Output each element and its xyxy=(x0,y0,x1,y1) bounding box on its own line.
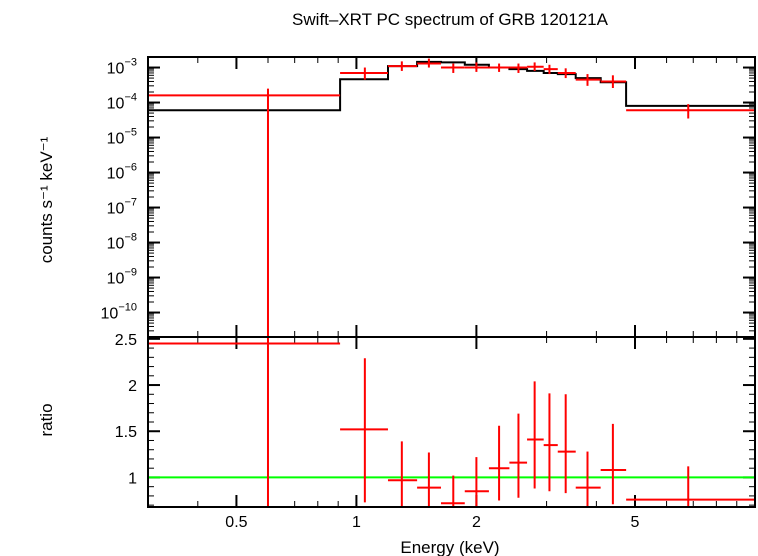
y-tick-label: 10−3 xyxy=(107,57,137,78)
ratio-data-point xyxy=(148,337,341,507)
bottom-panel-frame xyxy=(147,336,756,508)
ratio-data-point xyxy=(340,358,388,503)
y-tick-label: 10−10 xyxy=(101,302,137,323)
spectrum-data-point xyxy=(148,88,341,337)
spectrum-data-point xyxy=(575,74,601,86)
y-tick-label: 10−7 xyxy=(107,197,137,218)
ratio-data-point xyxy=(464,457,489,507)
spectrum-data-point xyxy=(527,62,544,71)
spectrum-data-point xyxy=(626,104,755,119)
spectrum-data-point xyxy=(488,63,510,72)
spectrum-data-point xyxy=(387,61,418,71)
x-tick-label: 5 xyxy=(631,514,640,531)
chart-title: Swift–XRT PC spectrum of GRB 120121A xyxy=(292,10,609,29)
bottom-y-axis-label: ratio xyxy=(37,403,56,436)
ratio-data-point xyxy=(527,381,544,489)
top-panel-frame xyxy=(147,56,756,338)
y-tick-label: 2.5 xyxy=(115,332,137,349)
spectrum-data-point xyxy=(600,75,627,89)
spectrum-data-point xyxy=(557,68,576,79)
y-tick-label: 1 xyxy=(128,470,137,487)
spectrum-data-point xyxy=(509,63,528,73)
spectrum-data-point xyxy=(340,67,388,80)
ratio-data-point xyxy=(543,393,558,492)
x-tick-label: 1 xyxy=(352,514,361,531)
ratio-data-point xyxy=(509,413,528,498)
x-axis-label: Energy (keV) xyxy=(400,538,499,556)
model-step-line xyxy=(148,60,755,112)
top-y-axis-label: counts s⁻¹ keV⁻¹ xyxy=(37,136,56,263)
y-tick-label: 10−6 xyxy=(107,162,137,183)
ratio-data-point xyxy=(440,475,465,507)
y-tick-label: 10−5 xyxy=(107,127,137,148)
spectrum-data-point xyxy=(440,63,465,73)
x-tick-label: 0.5 xyxy=(225,514,247,531)
ratio-data-point xyxy=(600,423,627,505)
ratio-data-point xyxy=(575,451,601,507)
spectrum-data-point xyxy=(417,58,441,68)
ratio-data-point xyxy=(417,452,441,507)
ratio-data-point xyxy=(488,425,510,501)
x-tick-label: 2 xyxy=(472,514,481,531)
y-tick-label: 10−9 xyxy=(107,267,137,288)
spectrum-data-point xyxy=(543,64,558,75)
y-tick-label: 2 xyxy=(128,378,137,395)
y-tick-label: 1.5 xyxy=(115,424,137,441)
spectrum-data-point xyxy=(464,62,489,72)
ratio-data-point xyxy=(557,394,576,494)
ratio-data-point xyxy=(626,466,755,507)
ratio-data-point xyxy=(387,441,418,507)
y-tick-label: 10−4 xyxy=(107,92,137,113)
y-tick-label: 10−8 xyxy=(107,232,137,253)
